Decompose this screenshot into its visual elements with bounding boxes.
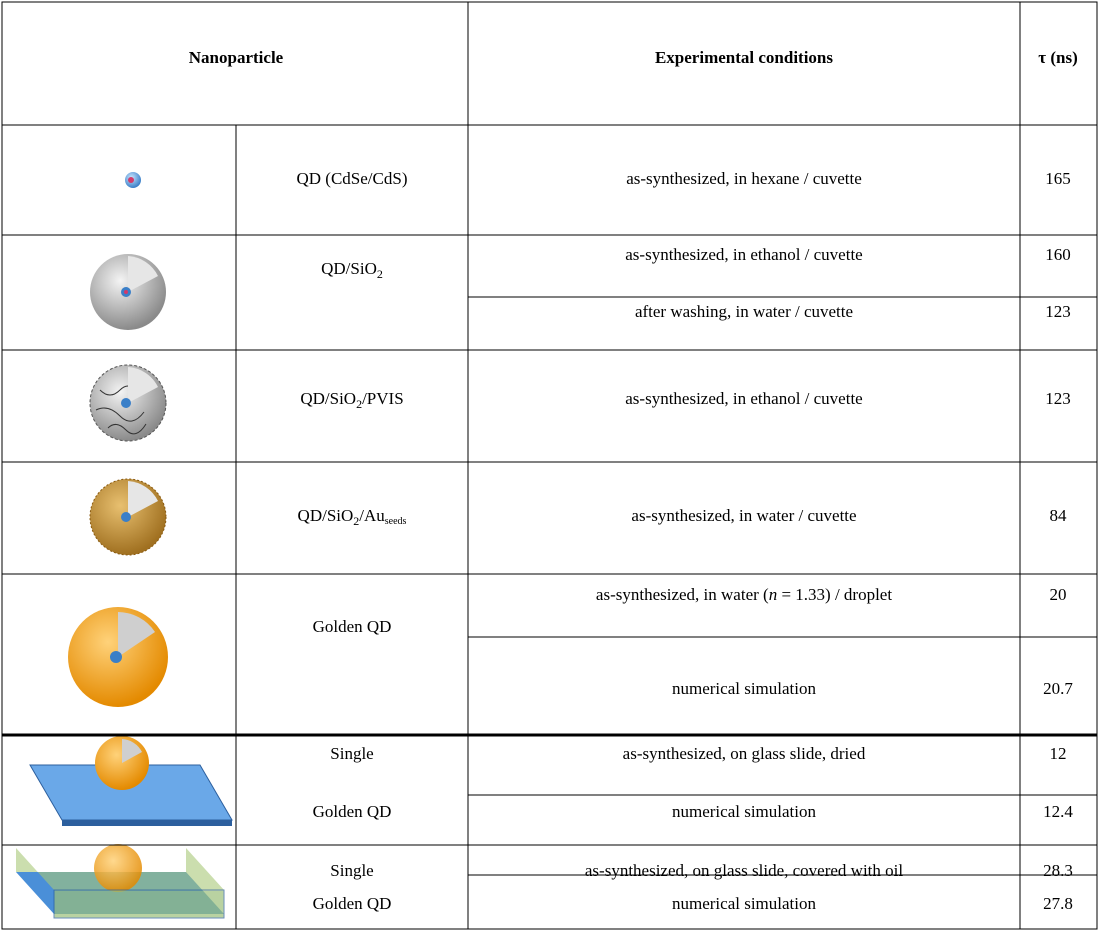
text-segment: as-synthesized, in water ( (596, 585, 769, 604)
icon-qd-sio2-au (89, 478, 167, 556)
icon-qd-sio2 (90, 254, 166, 330)
condition: as-synthesized, in hexane / cuvette (626, 169, 862, 188)
nanoparticle-name: QD/SiO2 (321, 259, 383, 281)
text-segment: seeds (385, 516, 407, 527)
text-segment: Golden QD (313, 802, 392, 821)
tau-value: 123 (1045, 389, 1071, 408)
tau-value: 165 (1045, 169, 1071, 188)
icon-qd (125, 172, 141, 188)
tau-value: 160 (1045, 245, 1071, 264)
header-tau: τ (ns) (1038, 48, 1077, 67)
tau-value: 12 (1050, 744, 1067, 763)
nanoparticle-name: QD/SiO2/PVIS (300, 389, 403, 411)
text-segment: Single (330, 861, 373, 880)
condition: numerical simulation (672, 802, 816, 821)
condition: numerical simulation (672, 894, 816, 913)
text-segment: 2 (353, 514, 359, 528)
condition: after washing, in water / cuvette (635, 302, 853, 321)
text-segment: Golden QD (313, 617, 392, 636)
icon-single-golden-qd (29, 736, 233, 826)
text-segment: n (769, 585, 778, 604)
text-segment: QD/SiO (300, 389, 356, 408)
text-segment: QD/SiO (321, 259, 377, 278)
nanoparticle-name: QD/SiO2/Auseeds (298, 506, 407, 528)
text-segment: after washing, in water / cuvette (635, 302, 853, 321)
text-segment: /Au (359, 506, 385, 525)
icon-golden-qd (68, 607, 168, 707)
tau-value: 12.4 (1043, 802, 1073, 821)
text-segment: numerical simulation (672, 679, 816, 698)
condition: as-synthesized, in ethanol / cuvette (625, 389, 862, 408)
text-segment: numerical simulation (672, 894, 816, 913)
tau-value: 20.7 (1043, 679, 1073, 698)
condition: as-synthesized, in ethanol / cuvette (625, 245, 862, 264)
text-segment: Golden QD (313, 894, 392, 913)
text-segment: numerical simulation (672, 802, 816, 821)
tau-value: 123 (1045, 302, 1071, 321)
nanoparticle-name: QD (CdSe/CdS) (297, 169, 408, 188)
text-segment: /PVIS (362, 389, 404, 408)
text-segment: as-synthesized, in ethanol / cuvette (625, 389, 862, 408)
text-segment: as-synthesized, on glass slide, covered … (585, 861, 903, 880)
icon-single-golden-qd-oil (16, 844, 225, 919)
condition: as-synthesized, in water / cuvette (631, 506, 856, 525)
condition: as-synthesized, on glass slide, dried (623, 744, 866, 763)
text-segment: = 1.33) / droplet (777, 585, 892, 604)
tau-value: 27.8 (1043, 894, 1073, 913)
condition: numerical simulation (672, 679, 816, 698)
header-nanoparticle: Nanoparticle (189, 48, 284, 67)
tau-value: 84 (1050, 506, 1068, 525)
text-segment: as-synthesized, in hexane / cuvette (626, 169, 862, 188)
header-conditions: Experimental conditions (655, 48, 833, 67)
tau-value: 28.3 (1043, 861, 1073, 880)
condition: as-synthesized, on glass slide, covered … (585, 861, 903, 880)
text-segment: 2 (356, 397, 362, 411)
text-segment: QD/SiO (298, 506, 354, 525)
nanoparticle-name: Golden QD (313, 802, 392, 821)
nanoparticle-name: Single (330, 861, 373, 880)
nanoparticle-name: Golden QD (313, 894, 392, 913)
text-segment: as-synthesized, in ethanol / cuvette (625, 245, 862, 264)
icon-qd-sio2-pvis (89, 364, 167, 442)
condition: as-synthesized, in water (n = 1.33) / dr… (596, 585, 892, 604)
text-segment: 2 (377, 267, 383, 281)
text-segment: as-synthesized, in water / cuvette (631, 506, 856, 525)
text-segment: as-synthesized, on glass slide, dried (623, 744, 866, 763)
text-segment: QD (CdSe/CdS) (297, 169, 408, 188)
text-segment: Single (330, 744, 373, 763)
nanoparticle-name: Single (330, 744, 373, 763)
tau-value: 20 (1050, 585, 1067, 604)
nanoparticle-name: Golden QD (313, 617, 392, 636)
